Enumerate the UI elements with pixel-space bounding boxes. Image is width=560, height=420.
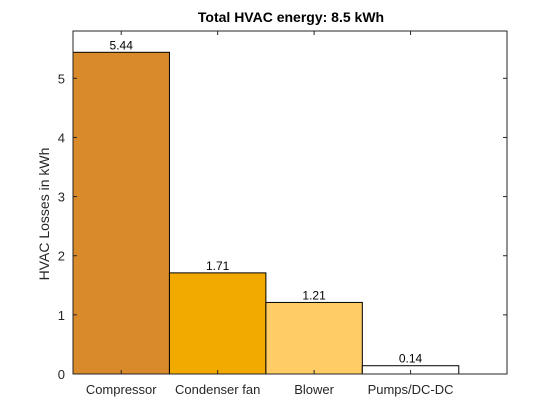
x-tick-label: Compressor xyxy=(86,382,157,397)
y-tick-label: 2 xyxy=(58,249,65,264)
data-label: 1.71 xyxy=(206,259,230,273)
data-label: 0.14 xyxy=(399,352,423,366)
x-tick-label: Pumps/DC-DC xyxy=(368,382,454,397)
bar-condenser-fan xyxy=(169,273,265,374)
chart-title: Total HVAC energy: 8.5 kWh xyxy=(198,9,384,25)
y-tick-label: 3 xyxy=(58,190,65,205)
data-label: 5.44 xyxy=(110,38,134,52)
y-axis-label: HVAC Losses in kWh xyxy=(36,148,52,281)
y-tick-label: 1 xyxy=(58,308,65,323)
x-tick-label: Condenser fan xyxy=(175,382,260,397)
y-tick-label: 4 xyxy=(58,130,65,145)
data-label: 1.21 xyxy=(302,288,326,302)
x-tick-label: Blower xyxy=(294,382,334,397)
bar-compressor xyxy=(73,52,169,374)
bars-layer xyxy=(73,52,459,374)
y-tick-label: 0 xyxy=(58,367,65,382)
y-tick-label: 5 xyxy=(58,71,65,86)
bar-blower xyxy=(266,302,362,374)
